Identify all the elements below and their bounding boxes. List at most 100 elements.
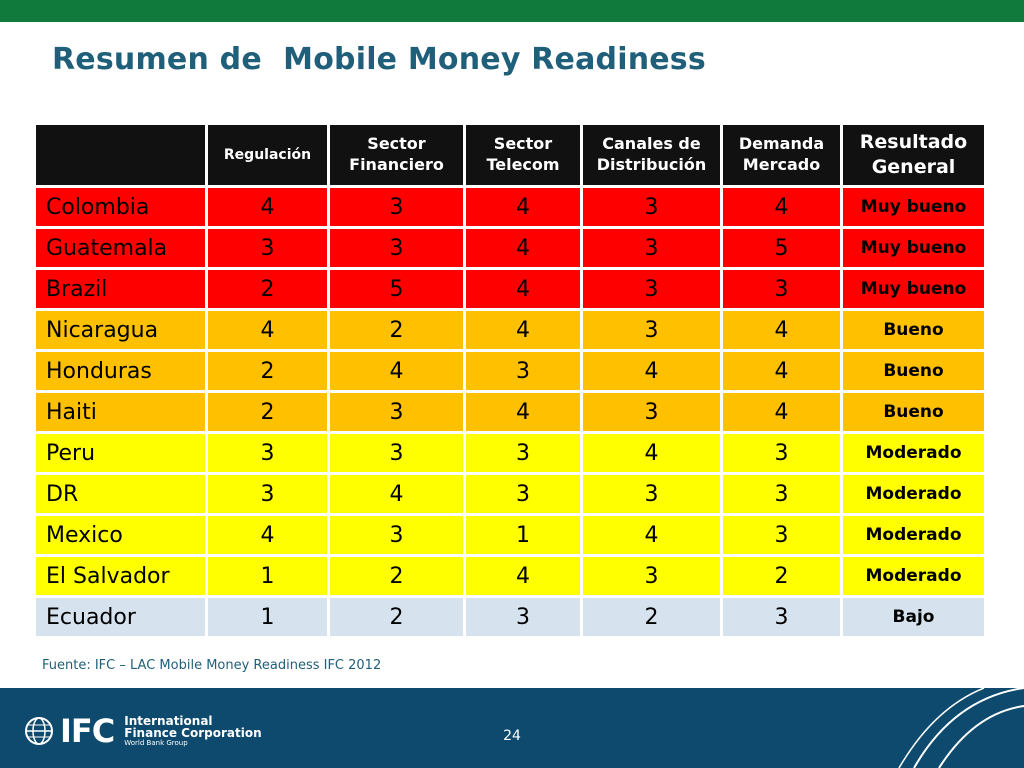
table-row: Ecuador 1 2 3 2 3 Bajo [36,598,984,636]
table-row: Honduras 2 4 3 4 4 Bueno [36,352,984,390]
slide-title: Resumen de Mobile Money Readiness [52,42,706,77]
score-cell-can: 3 [583,475,720,513]
result-cell: Moderado [843,516,984,554]
score-cell-dem: 3 [723,516,840,554]
score-cell-tel: 4 [466,393,580,431]
decorative-arcs [898,688,1024,768]
header-regulacion: Regulación [208,125,327,185]
top-green-band [0,0,1024,22]
result-cell: Muy bueno [843,188,984,226]
score-cell-fin: 4 [330,352,463,390]
score-cell-tel: 3 [466,434,580,472]
country-cell: Colombia [36,188,205,226]
score-cell-dem: 4 [723,352,840,390]
country-cell: Mexico [36,516,205,554]
score-cell-can: 2 [583,598,720,636]
org-line-1: International [124,713,213,728]
org-line-3: World Bank Group [124,738,188,747]
score-cell-fin: 5 [330,270,463,308]
ifc-org-name: International Finance Corporation World … [124,715,261,748]
score-cell-dem: 3 [723,475,840,513]
table-row: Peru 3 3 3 4 3 Moderado [36,434,984,472]
result-cell: Moderado [843,475,984,513]
score-cell-reg: 3 [208,475,327,513]
score-cell-reg: 2 [208,393,327,431]
table-header-row: Regulación Sector Financiero Sector Tele… [36,125,984,185]
score-cell-reg: 4 [208,311,327,349]
score-cell-reg: 2 [208,352,327,390]
result-cell: Bueno [843,311,984,349]
score-cell-can: 3 [583,557,720,595]
table-row: Guatemala 3 3 4 3 5 Muy bueno [36,229,984,267]
score-cell-dem: 3 [723,434,840,472]
score-cell-fin: 3 [330,516,463,554]
score-cell-fin: 2 [330,557,463,595]
table-row: Mexico 4 3 1 4 3 Moderado [36,516,984,554]
score-cell-tel: 4 [466,311,580,349]
score-cell-reg: 2 [208,270,327,308]
ifc-logo: IFC International Finance Corporation Wo… [24,712,262,750]
table-body: Colombia 4 3 4 3 4 Muy bueno Guatemala 3 3 4 3 5 Muy … [36,188,984,636]
score-cell-reg: 4 [208,188,327,226]
score-cell-tel: 3 [466,598,580,636]
result-cell: Moderado [843,434,984,472]
score-cell-reg: 3 [208,434,327,472]
country-cell: Guatemala [36,229,205,267]
header-country [36,125,205,185]
header-canales: Canales de Distribución [583,125,720,185]
header-sector-financiero: Sector Financiero [330,125,463,185]
score-cell-reg: 1 [208,557,327,595]
table-row: Colombia 4 3 4 3 4 Muy bueno [36,188,984,226]
score-cell-fin: 3 [330,229,463,267]
score-cell-tel: 3 [466,352,580,390]
country-cell: DR [36,475,205,513]
country-cell: Peru [36,434,205,472]
readiness-table-container: Regulación Sector Financiero Sector Tele… [33,122,987,639]
score-cell-dem: 4 [723,393,840,431]
source-note: Fuente: IFC – LAC Mobile Money Readiness… [42,658,382,673]
result-cell: Bueno [843,352,984,390]
country-cell: Ecuador [36,598,205,636]
score-cell-fin: 2 [330,311,463,349]
score-cell-can: 3 [583,393,720,431]
result-cell: Muy bueno [843,270,984,308]
score-cell-dem: 3 [723,598,840,636]
country-cell: Honduras [36,352,205,390]
page-number: 24 [503,728,521,744]
score-cell-dem: 2 [723,557,840,595]
score-cell-reg: 1 [208,598,327,636]
score-cell-fin: 3 [330,188,463,226]
score-cell-fin: 4 [330,475,463,513]
score-cell-fin: 3 [330,393,463,431]
result-cell: Moderado [843,557,984,595]
score-cell-can: 3 [583,270,720,308]
readiness-table: Regulación Sector Financiero Sector Tele… [33,122,987,639]
header-resultado: Resultado General [843,125,984,185]
table-row: Brazil 2 5 4 3 3 Muy bueno [36,270,984,308]
score-cell-tel: 3 [466,475,580,513]
score-cell-tel: 1 [466,516,580,554]
header-sector-telecom: Sector Telecom [466,125,580,185]
score-cell-dem: 4 [723,188,840,226]
score-cell-tel: 4 [466,270,580,308]
score-cell-dem: 4 [723,311,840,349]
table-row: Nicaragua 4 2 4 3 4 Bueno [36,311,984,349]
result-cell: Bueno [843,393,984,431]
score-cell-tel: 4 [466,229,580,267]
score-cell-tel: 4 [466,557,580,595]
score-cell-can: 4 [583,434,720,472]
org-line-2: Finance Corporation [124,726,262,741]
score-cell-can: 3 [583,311,720,349]
score-cell-fin: 2 [330,598,463,636]
country-cell: Haiti [36,393,205,431]
score-cell-reg: 4 [208,516,327,554]
country-cell: Nicaragua [36,311,205,349]
score-cell-reg: 3 [208,229,327,267]
score-cell-can: 4 [583,516,720,554]
score-cell-dem: 5 [723,229,840,267]
country-cell: Brazil [36,270,205,308]
score-cell-can: 4 [583,352,720,390]
result-cell: Muy bueno [843,229,984,267]
table-row: El Salvador 1 2 4 3 2 Moderado [36,557,984,595]
globe-icon [25,717,53,745]
